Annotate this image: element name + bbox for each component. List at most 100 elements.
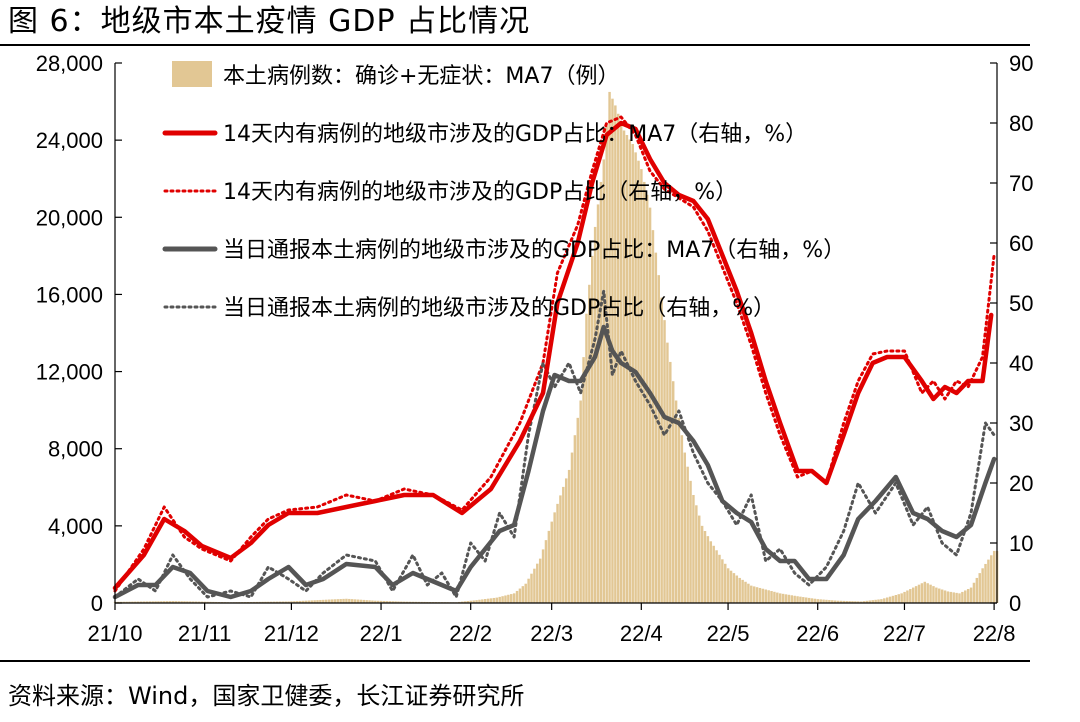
bar-day-201 [695, 505, 698, 603]
bar-day-242 [813, 598, 817, 603]
bar-day-180 [634, 152, 637, 604]
bar-day-167 [596, 204, 600, 603]
bar-day-76 [333, 599, 337, 603]
bar-day-253 [845, 600, 848, 603]
left-tick-label: 24,000 [36, 128, 103, 153]
legend-label: 当日通报本土病例的地级市涉及的GDP占比（右轴，%） [223, 296, 775, 321]
x-tick-label: 22/3 [530, 621, 573, 646]
bar-day-55 [272, 601, 276, 603]
bar-day-32 [206, 601, 209, 603]
left-tick-label: 8,000 [48, 437, 103, 462]
bar-day-186 [651, 230, 655, 603]
bar-day-256 [854, 601, 857, 603]
bar-day-58 [281, 601, 285, 603]
legend-label: 本土病例数：确诊+无症状：MA7（例） [223, 64, 619, 89]
bar-day-156 [564, 478, 568, 603]
left-tick-label: 16,000 [36, 282, 103, 307]
bar-day-28 [194, 601, 198, 603]
bar-day-233 [787, 594, 791, 603]
bar-day-81 [348, 598, 351, 603]
bar-day-278 [917, 584, 921, 603]
bar-day-27 [191, 601, 195, 603]
source-note: 资料来源：Wind，国家卫健委，长江证券研究所 [8, 682, 525, 710]
bar-day-152 [553, 512, 556, 603]
bar-day-274 [906, 590, 909, 603]
bar-day-273 [903, 591, 906, 603]
bar-day-89 [371, 600, 374, 603]
bar-day-124 [472, 600, 475, 603]
bar-day-146 [536, 563, 539, 603]
bar-day-69 [313, 600, 316, 603]
bar-day-245 [822, 599, 825, 603]
bar-day-75 [330, 599, 334, 603]
bar-day-230 [778, 593, 782, 603]
bar-day-182 [640, 169, 643, 603]
bar-day-130 [489, 598, 493, 603]
bar-day-303 [990, 555, 993, 603]
bar-day-133 [498, 596, 501, 603]
bar-day-149 [544, 540, 548, 603]
bar-day-299 [978, 573, 981, 603]
bar-day-14 [154, 601, 157, 603]
bar-day-254 [848, 601, 851, 603]
bar-day-131 [492, 597, 496, 603]
bar-day-289 [949, 591, 953, 603]
bar-day-31 [203, 601, 206, 603]
bar-day-267 [885, 597, 889, 603]
legend: 本土病例数：确诊+无症状：MA7（例） 14天内有病例的地级市涉及的GDP占比：M… [162, 61, 845, 321]
bar-day-250 [836, 600, 840, 603]
bar-day-153 [556, 503, 559, 603]
bar-day-136 [507, 594, 510, 603]
bar-day-301 [984, 563, 987, 603]
bar-day-188 [657, 275, 660, 603]
bar-day-128 [484, 599, 487, 603]
bar-day-132 [495, 597, 499, 603]
x-tick-label: 22/8 [973, 621, 1016, 646]
right-tick-label: 80 [1009, 111, 1033, 136]
x-tick-label: 22/7 [883, 621, 926, 646]
bar-day-91 [377, 600, 380, 603]
bar-day-231 [781, 593, 785, 603]
bar-day-222 [755, 587, 759, 603]
bar-day-123 [469, 600, 473, 603]
bar-day-26 [189, 601, 192, 603]
bar-day-86 [362, 599, 366, 603]
legend-label: 14天内有病例的地级市涉及的GDP占比：MA7（右轴，%） [223, 122, 807, 147]
bar-day-280 [923, 581, 927, 603]
bar-day-193 [671, 381, 675, 603]
bar-day-226 [767, 590, 770, 603]
bar-day-3 [122, 601, 125, 603]
bar-day-266 [883, 598, 886, 603]
bar-day-236 [796, 596, 799, 603]
bar-day-238 [802, 597, 805, 603]
bar-day-198 [686, 466, 689, 603]
bar-day-56 [275, 601, 279, 603]
bar-day-2 [119, 601, 123, 603]
bar-day-139 [515, 590, 519, 603]
bar-day-170 [605, 125, 608, 604]
bar-day-103 [411, 601, 415, 603]
bar-day-260 [865, 600, 869, 603]
bar-day-189 [660, 297, 663, 603]
bar-day-160 [576, 417, 579, 603]
bar-day-140 [518, 588, 522, 603]
x-tick-label: 22/4 [620, 621, 663, 646]
bar-day-150 [547, 530, 551, 603]
x-tick-label: 21/11 [178, 621, 231, 646]
bar-day-151 [550, 521, 553, 603]
series-line-1 [112, 120, 994, 591]
bar-day-155 [562, 486, 565, 603]
bar-day-190 [663, 320, 666, 603]
bar-day-71 [319, 599, 322, 603]
lines-layer [112, 115, 997, 600]
bar-day-88 [368, 600, 371, 603]
bar-day-18 [165, 601, 169, 603]
bar-day-62 [293, 601, 296, 603]
bar-day-66 [304, 600, 308, 603]
bar-day-282 [929, 584, 932, 603]
bar-day-276 [911, 587, 915, 603]
legend-item-0: 本土病例数：确诊+无症状：MA7（例） [172, 61, 619, 89]
bar-day-74 [327, 599, 331, 603]
bar-day-302 [987, 559, 990, 603]
bar-day-158 [570, 452, 574, 603]
